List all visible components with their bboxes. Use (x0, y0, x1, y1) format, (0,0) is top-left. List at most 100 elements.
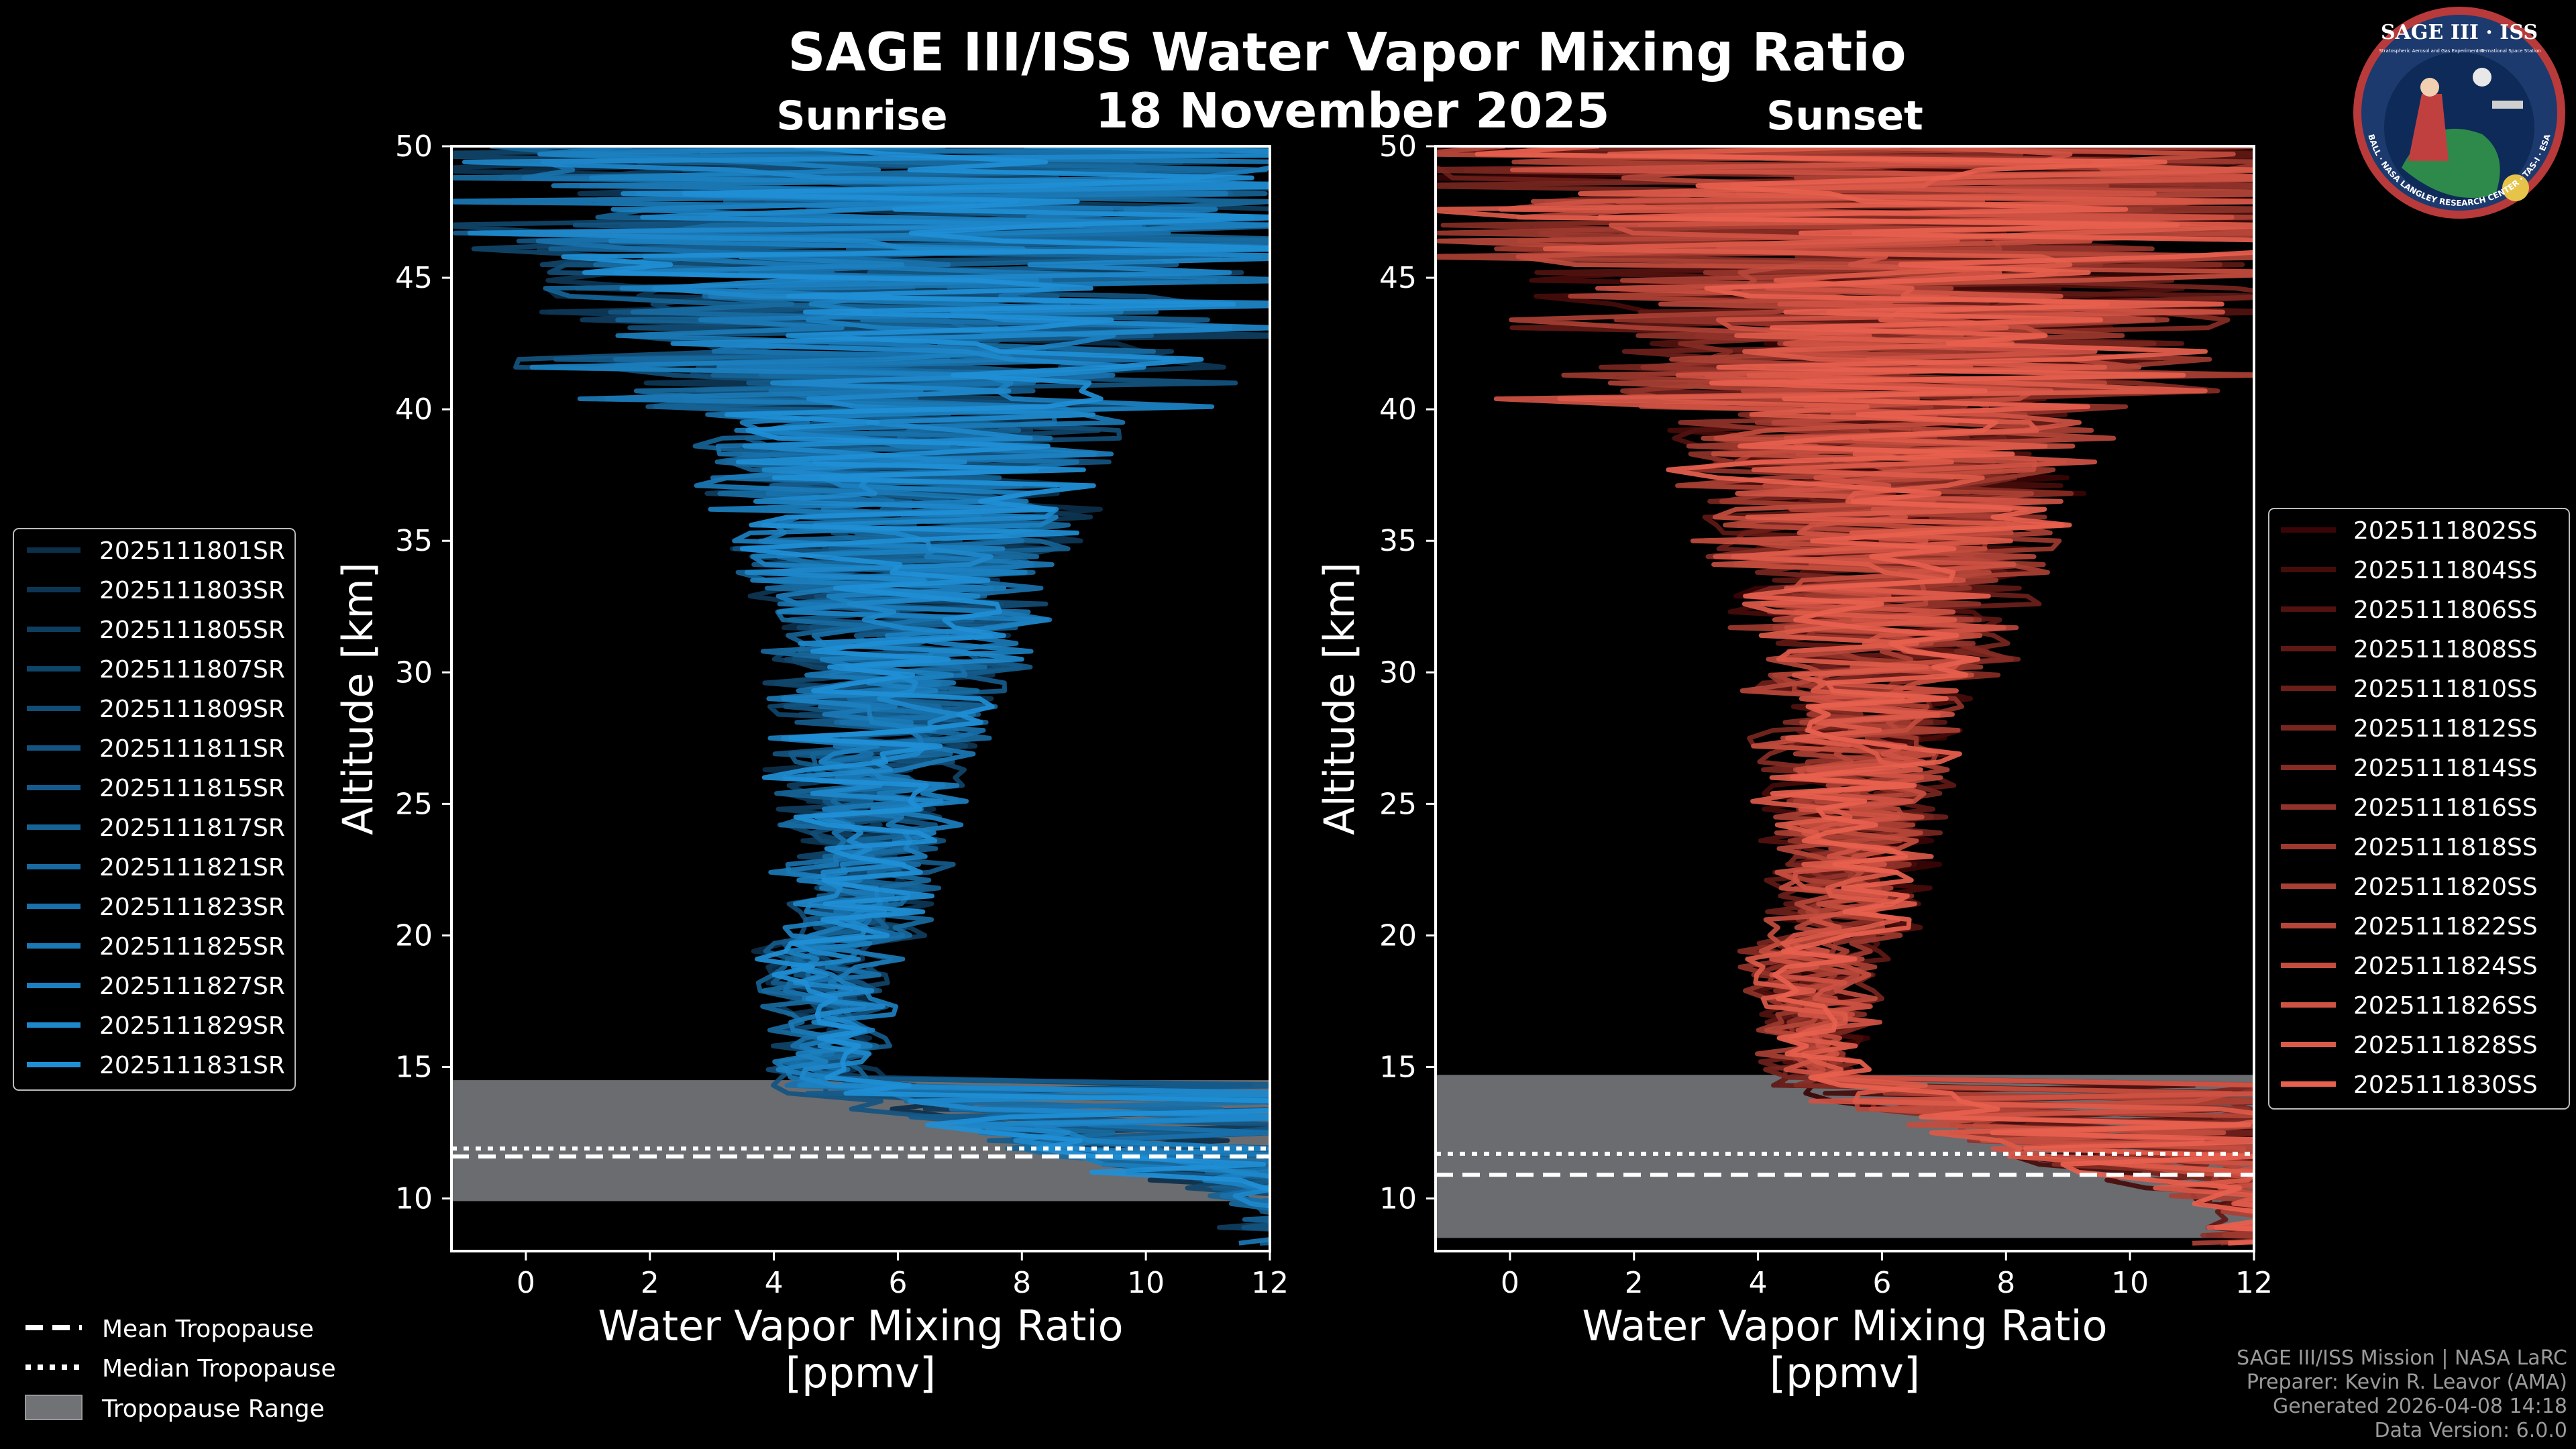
sunset-legend: 2025111802SS 2025111804SS 2025111806SS 2025… (2268, 508, 2570, 1110)
x-tick-label: 12 (2235, 1266, 2273, 1300)
legend-label-2025111810SS: 2025111810SS (2353, 676, 2538, 703)
panel-subtitle: Sunrise (776, 93, 947, 140)
x-axis-label: Water Vapor Mixing Ratio (598, 1301, 1123, 1350)
legend-label-2025111818SS: 2025111818SS (2353, 834, 2538, 861)
legend-label-2025111807SR: 2025111807SR (99, 656, 285, 684)
y-tick-label: 30 (395, 655, 433, 690)
plot-frame (450, 145, 1271, 1252)
legend-label-2025111824SS: 2025111824SS (2353, 953, 2538, 980)
legend-label-2025111802SS: 2025111802SS (2353, 517, 2538, 545)
x-tick-label: 4 (765, 1266, 784, 1300)
legend-label-2025111816SS: 2025111816SS (2353, 794, 2538, 822)
y-axis-label: Altitude [km] (333, 562, 382, 835)
tropopause-range-swatch (25, 1395, 83, 1420)
sunset-panel: Sunset 0 2 4 6 8 10 12 10 15 20 25 30 35 40 45 50 Water V… (1315, 93, 2273, 1397)
x-tick-label: 0 (517, 1266, 535, 1300)
legend-label-2025111820SS: 2025111820SS (2353, 873, 2538, 901)
sunrise-panel: Sunrise 0 2 4 6 8 10 12 10 15 20 25 30 35 40 45 50 Water … (333, 93, 1289, 1397)
x-axis-unit: [ppmv] (786, 1348, 936, 1397)
logo-sun (2502, 174, 2529, 201)
x-tick-label: 8 (1996, 1266, 2015, 1300)
y-tick-label: 50 (1379, 129, 1417, 164)
sage-iss-logo: SAGE III · ISS Stratospheric Aerosol and… (2353, 7, 2565, 219)
footer-data-version: Data Version: 6.0.0 (2375, 1419, 2567, 1442)
sunrise-legend: 2025111801SR 2025111803SR 2025111805SR 2025… (13, 528, 296, 1091)
legend-label-2025111804SS: 2025111804SS (2353, 557, 2538, 584)
y-tick-label: 10 (1379, 1182, 1417, 1216)
x-tick-label: 10 (1127, 1266, 1165, 1300)
sunrise-legend-frame (13, 528, 296, 1091)
x-tick-label: 2 (641, 1266, 659, 1300)
mean-tropopause-label: Mean Tropopause (102, 1316, 314, 1343)
legend-label-2025111826SS: 2025111826SS (2353, 992, 2538, 1020)
footer-preparer: Preparer: Kevin R. Leavor (AMA) (2247, 1371, 2567, 1394)
y-tick-label: 35 (395, 524, 433, 558)
legend-label-2025111822SS: 2025111822SS (2353, 913, 2538, 941)
y-tick-label: 45 (1379, 261, 1417, 295)
chart-date: 18 November 2025 (1095, 83, 1609, 139)
legend-label-2025111805SR: 2025111805SR (99, 616, 285, 644)
median-tropopause-label: Median Tropopause (102, 1355, 336, 1383)
profile-line-2025111831SR (561, 146, 1270, 1191)
x-tick-label: 0 (1501, 1266, 1519, 1300)
plot-area (451, 146, 1270, 1246)
y-tick-label: 15 (395, 1051, 433, 1085)
legend-label-2025111825SR: 2025111825SR (99, 933, 285, 961)
x-tick-label: 6 (888, 1266, 907, 1300)
plot-area (1436, 146, 2254, 1246)
y-tick-label: 20 (395, 918, 433, 953)
legend-label-2025111814SS: 2025111814SS (2353, 755, 2538, 782)
x-tick-label: 4 (1749, 1266, 1768, 1300)
legend-label-2025111815SR: 2025111815SR (99, 775, 285, 802)
legend-label-2025111830SS: 2025111830SS (2353, 1071, 2538, 1099)
y-tick-label: 25 (1379, 787, 1417, 821)
y-tick-label: 25 (395, 787, 433, 821)
footer-mission: SAGE III/ISS Mission | NASA LaRC (2237, 1346, 2567, 1370)
logo-subtitle-left: Stratospheric Aerosol and Gas Experiment… (2379, 48, 2484, 54)
legend-label-2025111829SR: 2025111829SR (99, 1012, 285, 1040)
logo-figure-head (2420, 78, 2439, 97)
x-tick-label: 10 (2111, 1266, 2149, 1300)
y-tick-label: 40 (395, 392, 433, 427)
profile-line-2025111830SS (1474, 146, 2254, 1246)
logo-subtitle-right: International Space Station (2477, 48, 2540, 54)
legend-label-2025111803SR: 2025111803SR (99, 577, 285, 604)
legend-label-2025111821SR: 2025111821SR (99, 854, 285, 881)
panel-subtitle: Sunset (1766, 93, 1923, 140)
legend-label-2025111817SR: 2025111817SR (99, 814, 285, 842)
legend-label-2025111808SS: 2025111808SS (2353, 636, 2538, 663)
plot-frame (1434, 145, 2255, 1252)
legend-label-2025111823SR: 2025111823SR (99, 894, 285, 921)
y-tick-label: 35 (1379, 524, 1417, 558)
y-tick-label: 40 (1379, 392, 1417, 427)
x-tick-label: 12 (1251, 1266, 1289, 1300)
tropopause-range-label: Tropopause Range (101, 1395, 325, 1423)
x-tick-label: 8 (1012, 1266, 1031, 1300)
sunset-legend-frame (2268, 508, 2570, 1110)
y-tick-label: 30 (1379, 655, 1417, 690)
x-axis-label: Water Vapor Mixing Ratio (1582, 1301, 2107, 1350)
legend-label-2025111806SS: 2025111806SS (2353, 596, 2538, 624)
logo-figure (2408, 94, 2449, 161)
y-tick-label: 50 (395, 129, 433, 164)
legend-label-2025111811SR: 2025111811SR (99, 735, 285, 763)
legend-label-2025111827SR: 2025111827SR (99, 973, 285, 1000)
y-tick-label: 20 (1379, 918, 1417, 953)
legend-label-2025111831SR: 2025111831SR (99, 1052, 285, 1079)
logo-moon (2473, 68, 2491, 87)
y-tick-label: 10 (395, 1182, 433, 1216)
logo-iss-station (2492, 101, 2523, 109)
x-tick-label: 6 (1872, 1266, 1891, 1300)
legend-label-2025111809SR: 2025111809SR (99, 696, 285, 723)
logo-title: SAGE III · ISS (2381, 21, 2538, 44)
y-tick-label: 45 (395, 261, 433, 295)
y-axis-label: Altitude [km] (1315, 562, 1364, 835)
legend-label-2025111812SS: 2025111812SS (2353, 715, 2538, 743)
legend-label-2025111828SS: 2025111828SS (2353, 1032, 2538, 1059)
tropopause-legend: Mean Tropopause Median Tropopause Tropop… (25, 1316, 336, 1423)
footer-generated: Generated 2026-04-08 14:18 (2273, 1395, 2567, 1418)
chart-title: SAGE III/ISS Water Vapor Mixing Ratio (788, 23, 1906, 83)
x-axis-unit: [ppmv] (1770, 1348, 1920, 1397)
x-tick-label: 2 (1625, 1266, 1644, 1300)
